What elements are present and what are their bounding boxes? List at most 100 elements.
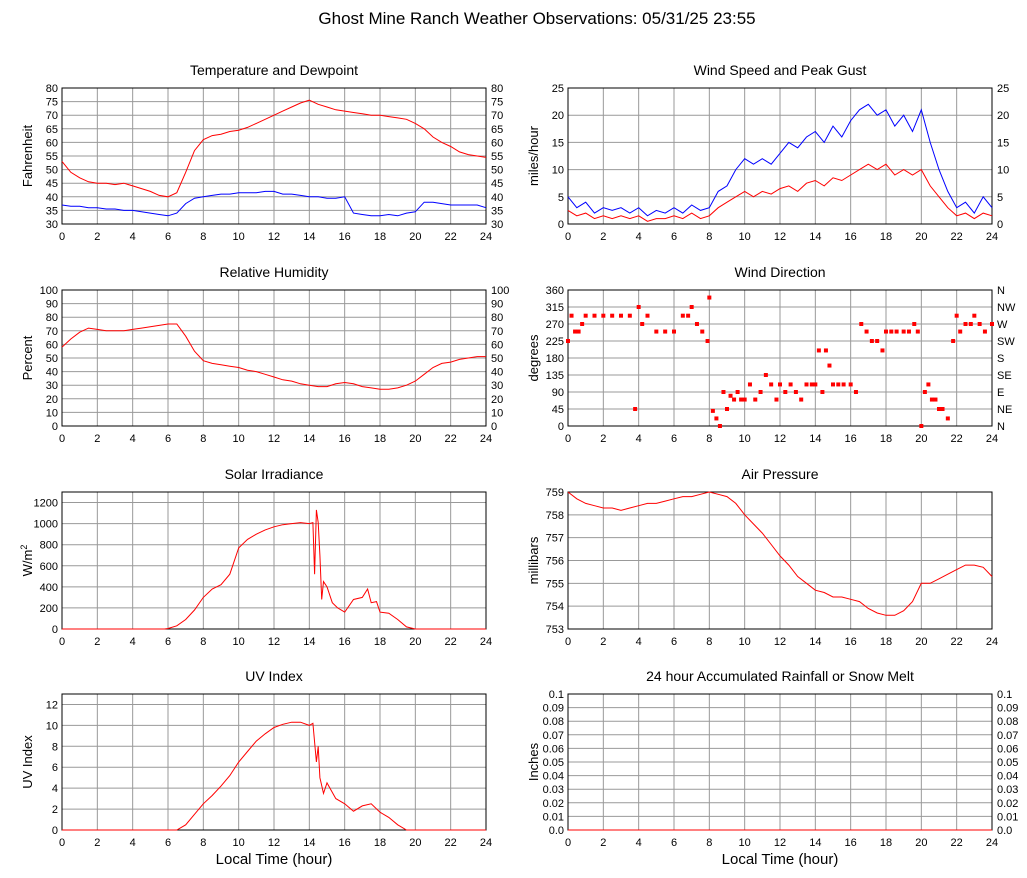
x-tick-label: 8 [706,636,712,648]
y-tick-label-right: 50 [491,353,503,365]
y-tick-label-right: 0.1 [997,689,1012,701]
y-tick-label-right: 30 [491,380,503,392]
wind-direction-point [710,408,715,413]
plot-frame [61,87,487,225]
x-tick-label: 20 [915,231,927,243]
x-tick-label: 12 [268,636,280,648]
compass-label: W [997,319,1008,331]
compass-label: SW [997,336,1015,348]
wind-direction-point [926,382,931,387]
x-tick-label: 8 [200,837,206,849]
wind-direction-point [654,329,659,334]
chart-title: 24 hour Accumulated Rainfall or Snow Mel… [646,668,914,684]
series-line-0 [567,491,993,616]
wind-direction-point [700,329,705,334]
y-tick-label: 0.05 [543,757,564,769]
x-tick-label: 14 [303,433,315,445]
y-tick-label: 0.01 [543,811,564,823]
x-tick-label: 18 [374,433,386,445]
x-tick-label: 6 [165,837,171,849]
y-tick-label: 0.1 [549,689,564,701]
x-tick-label: 12 [774,837,786,849]
wind-direction-point [640,322,645,326]
wind-direction-point [636,305,641,309]
y-tick-label-right: 0.03 [997,784,1018,796]
y-tick-label-right: 0.09 [997,703,1018,715]
series-line-0 [61,323,486,390]
y-tick-label: 12 [46,699,58,711]
series-line-1 [567,163,993,222]
x-tick-label: 6 [671,231,677,243]
wind-direction-point [884,329,888,334]
wind-direction-point [875,339,880,343]
wind-direction-point [566,339,570,343]
compass-label: S [997,353,1004,365]
y-tick-label: 756 [546,556,564,568]
y-tick-label-right: 0.01 [997,811,1018,823]
y-tick-label-right: 65 [491,124,503,136]
x-tick-label: 4 [130,837,136,849]
wind-direction-point [933,397,938,402]
y-tick-label: 40 [46,192,58,204]
y-tick-label: 75 [46,97,58,109]
x-tick-label: 20 [409,636,421,648]
chart-title: Air Pressure [741,466,818,482]
wind-direction-point [694,322,699,326]
x-tick-label: 22 [951,636,963,648]
y-tick-label: 60 [46,137,58,149]
wind-direction-point [707,295,712,300]
wind-direction-point [912,322,917,326]
wind-direction-point [663,329,668,334]
wind-direction-point [820,390,825,394]
wind-direction-point [954,313,959,318]
y-axis-label: UV Index [20,735,35,789]
x-tick-label: 0 [565,231,571,243]
y-tick-label: 225 [546,336,564,348]
x-tick-label: 8 [200,636,206,648]
wind-direction-point [739,397,744,402]
x-tick-label: 24 [986,433,998,445]
wind-direction-point [841,382,846,387]
wind-direction-point [836,382,841,387]
wind-direction-point [580,322,585,326]
y-tick-label: 270 [546,319,564,331]
x-tick-label: 6 [671,433,677,445]
y-tick-label: 0 [558,421,564,433]
wind-direction-point [619,313,623,318]
wind-direction-point [906,329,911,334]
y-tick-label: 10 [46,407,58,419]
wind-direction-point [799,397,804,402]
y-tick-label: 2 [52,804,58,816]
y-tick-label: 1000 [34,519,58,531]
x-tick-label: 22 [951,231,963,243]
x-tick-label: 16 [339,837,351,849]
y-tick-label: 80 [46,312,58,324]
y-tick-label: 0.08 [543,716,564,728]
compass-label: NW [997,302,1016,314]
x-tick-label: 6 [671,837,677,849]
y-tick-label: 180 [546,353,564,365]
x-tick-label: 8 [706,433,712,445]
y-tick-label: 30 [46,380,58,392]
x-tick-label: 10 [233,636,245,648]
x-tick-label: 0 [59,837,65,849]
x-tick-label: 12 [774,231,786,243]
y-tick-label-right: 20 [491,394,503,406]
plot-frame [61,289,487,427]
x-tick-label: 10 [739,636,751,648]
wind-direction-point [864,329,869,334]
wind-direction-point [990,322,994,326]
x-tick-label: 16 [339,433,351,445]
y-tick-label: 0 [52,421,58,433]
wind-direction-point [940,407,945,411]
chart-title: Wind Direction [734,264,825,280]
y-tick-label: 0.03 [543,784,564,796]
wind-direction-point [915,329,920,334]
x-tick-label: 10 [233,231,245,243]
y-tick-label: 25 [552,83,564,95]
x-tick-label: 20 [409,433,421,445]
y-tick-label: 6 [52,762,58,774]
series-line-0 [567,103,993,217]
